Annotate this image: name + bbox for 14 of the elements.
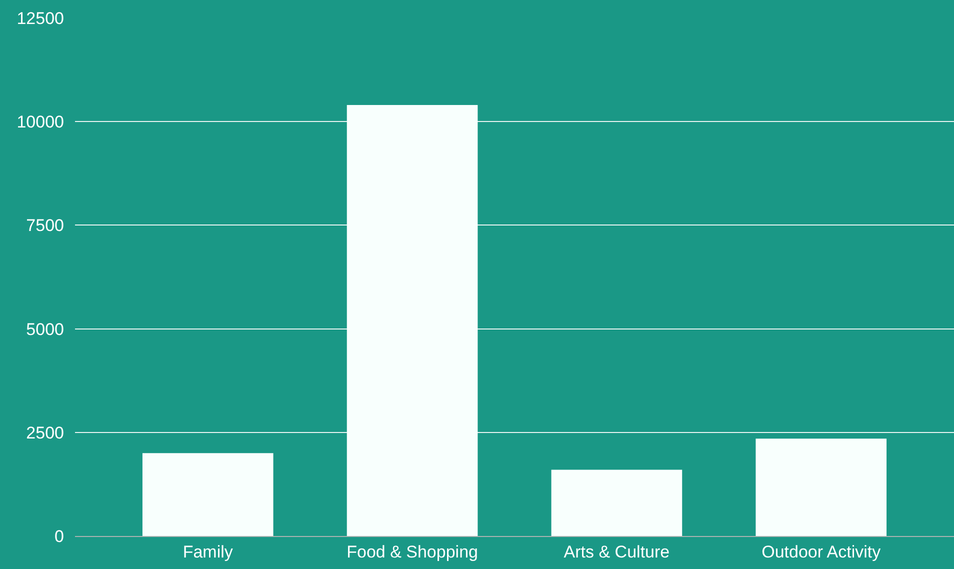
y-tick-label: 2500 — [26, 423, 64, 442]
y-tick-label: 7500 — [26, 216, 64, 236]
x-tick-label: Arts & Culture — [564, 542, 670, 562]
y-tick-label: 5000 — [26, 320, 64, 339]
bar — [756, 438, 887, 536]
x-tick-label: Outdoor Activity — [762, 542, 882, 562]
y-tick-label: 12500 — [16, 8, 64, 28]
x-tick-label: Family — [182, 542, 234, 562]
y-tick-label: 0 — [54, 526, 64, 546]
bar — [551, 470, 682, 536]
bar — [346, 105, 478, 536]
bar — [142, 453, 274, 536]
x-tick-label: Food & Shopping — [346, 542, 478, 562]
y-tick-label: 10000 — [16, 112, 64, 132]
